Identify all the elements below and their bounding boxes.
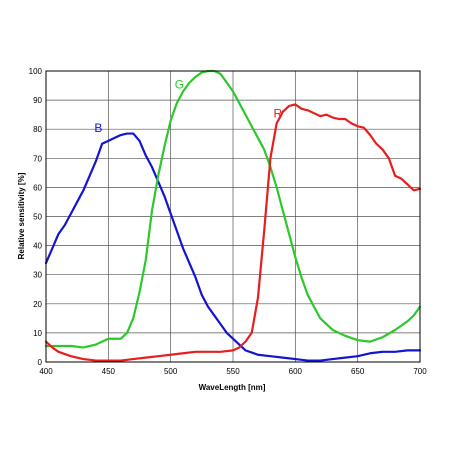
y-tick-label: 50: [33, 213, 42, 222]
y-tick-label: 100: [29, 67, 43, 76]
series-label-g: G: [175, 77, 184, 91]
series-label-b: B: [94, 121, 102, 135]
y-tick-label: 70: [33, 154, 42, 163]
x-tick-label: 550: [226, 367, 240, 376]
x-tick-label: 400: [39, 367, 53, 376]
y-tick-label: 20: [33, 300, 42, 309]
x-tick-label: 500: [164, 367, 178, 376]
x-tick-labels: 400 450 500 550 600 650 700: [39, 367, 427, 376]
series-layer: [44, 69, 422, 362]
x-tick-label: 700: [413, 367, 427, 376]
y-tick-label: 60: [33, 183, 42, 192]
y-axis-label: Relative sensitivity [%]: [17, 172, 26, 259]
series-label-r: R: [274, 107, 283, 121]
series-line-b: [44, 132, 422, 362]
series-line-g: [44, 69, 422, 349]
x-axis-label: WaveLength [nm]: [199, 383, 266, 392]
y-tick-label: 90: [33, 96, 42, 105]
x-tick-label: 600: [289, 367, 303, 376]
y-tick-label: 10: [33, 329, 42, 338]
plot-frame: [45, 70, 421, 363]
y-tick-labels: 0 10 20 30 40 50 60 70 80 90 100: [29, 67, 43, 367]
y-tick-label: 40: [33, 242, 42, 251]
y-tick-label: 80: [33, 125, 42, 134]
series-line-r: [44, 103, 422, 362]
x-tick-label: 650: [351, 367, 365, 376]
x-tick-label: 450: [102, 367, 116, 376]
series-labels: B G R: [94, 77, 282, 135]
y-tick-label: 30: [33, 271, 42, 280]
plot-border: [45, 70, 421, 363]
y-tick-label: 0: [38, 358, 43, 367]
